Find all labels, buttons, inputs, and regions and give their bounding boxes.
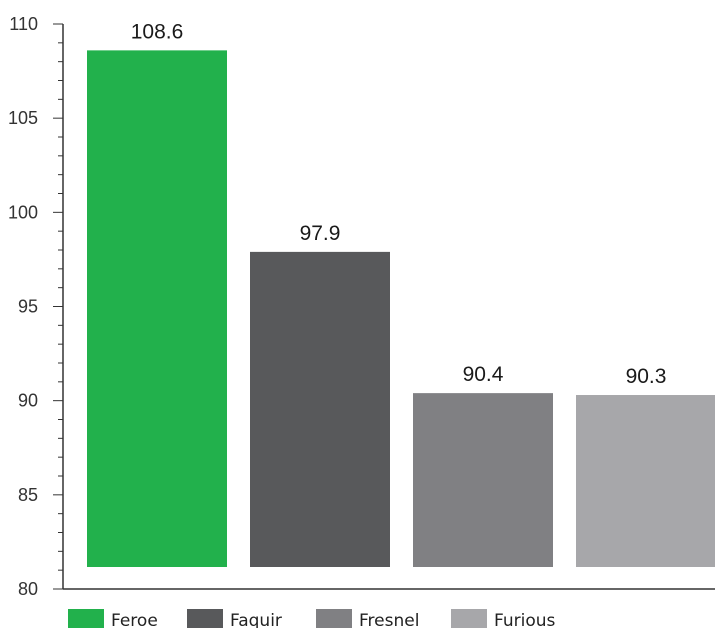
data-label-faquir: 97.9	[300, 222, 341, 245]
y-axis: 80 85 90 95 100 105 110	[8, 14, 715, 599]
bars: 108.6 97.9 90.4 90.3	[87, 20, 715, 568]
bar-furious	[576, 395, 715, 567]
legend: Feroe Faquir Fresnel Furious	[68, 609, 556, 628]
bar-feroe	[87, 50, 227, 568]
y-tick-label: 100	[8, 202, 38, 222]
data-label-feroe: 108.6	[131, 20, 184, 43]
legend-swatch-faquir	[187, 609, 223, 628]
legend-label-fresnel: Fresnel	[359, 611, 419, 628]
bar-fresnel	[413, 393, 553, 567]
data-label-furious: 90.3	[626, 365, 667, 388]
y-tick-label: 110	[9, 14, 38, 34]
legend-label-feroe: Feroe	[111, 611, 158, 628]
legend-swatch-fresnel	[316, 609, 352, 628]
data-label-fresnel: 90.4	[463, 363, 504, 386]
y-tick-label: 105	[8, 108, 38, 128]
y-tick-label: 90	[18, 391, 38, 411]
bar-faquir	[250, 251, 390, 567]
y-tick-label: 85	[18, 485, 38, 505]
legend-label-furious: Furious	[494, 611, 556, 628]
legend-label-faquir: Faquir	[230, 611, 282, 628]
legend-swatch-feroe	[68, 609, 104, 628]
y-tick-label: 80	[18, 579, 38, 599]
legend-swatch-furious	[451, 609, 487, 628]
y-tick-label: 95	[18, 297, 38, 317]
